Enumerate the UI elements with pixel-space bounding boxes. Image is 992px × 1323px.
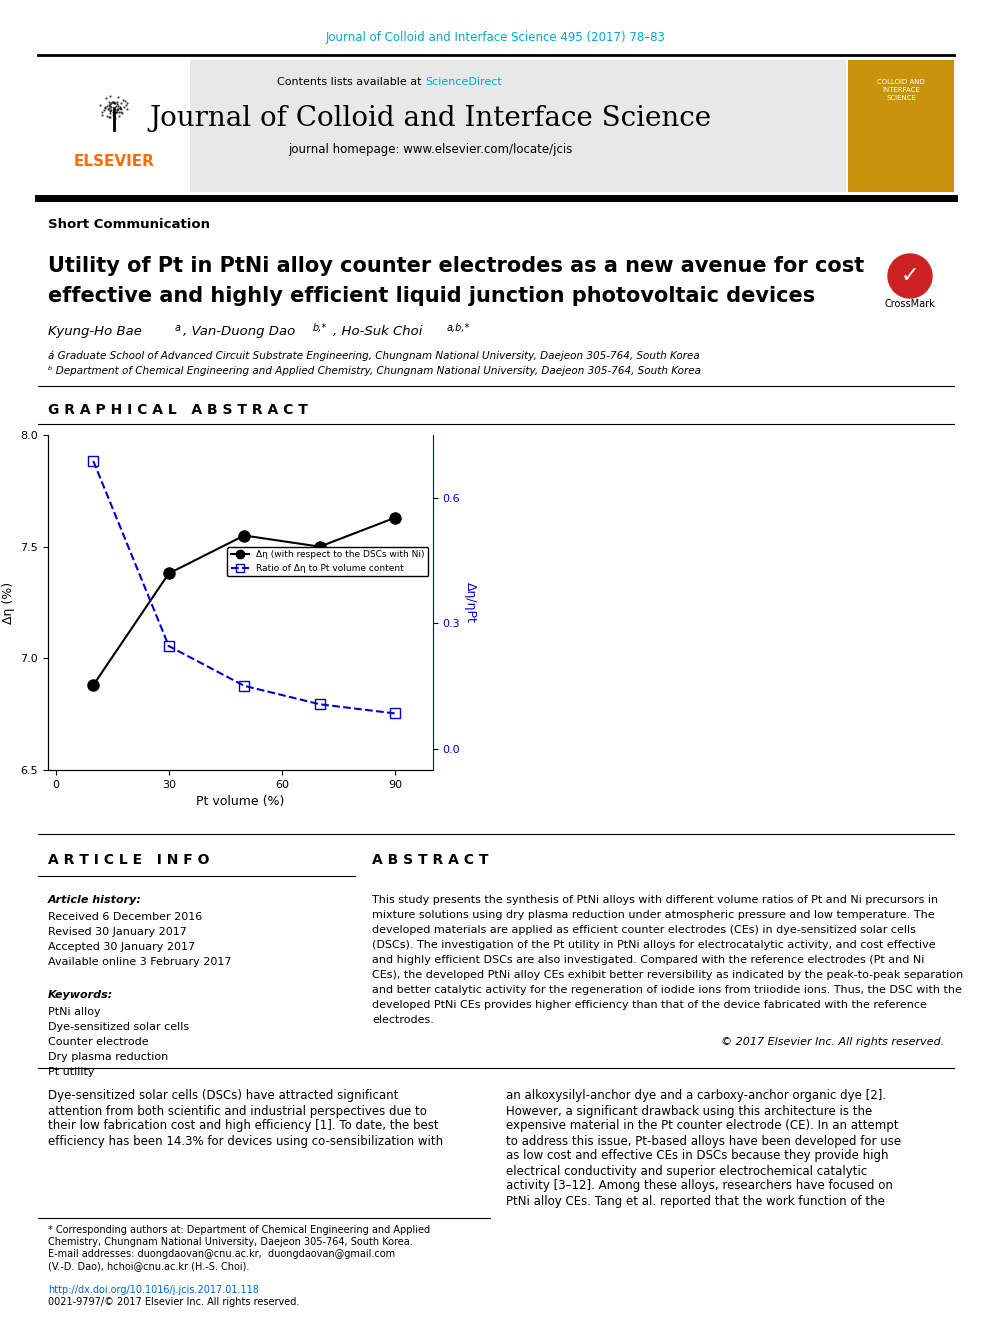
Text: their low fabrication cost and high efficiency [1]. To date, the best: their low fabrication cost and high effi… xyxy=(48,1119,438,1132)
Text: CrossMark: CrossMark xyxy=(885,299,935,310)
Text: and better catalytic activity for the regeneration of iodide ions from triiodide: and better catalytic activity for the re… xyxy=(372,986,962,995)
Bar xyxy=(38,60,190,192)
Text: electrodes.: electrodes. xyxy=(372,1015,434,1025)
Text: Contents lists available at: Contents lists available at xyxy=(277,77,425,87)
Text: ELSEVIER: ELSEVIER xyxy=(73,155,155,169)
Text: Article history:: Article history: xyxy=(48,894,142,905)
Text: Utility of Pt in PtNi alloy counter electrodes as a new avenue for cost: Utility of Pt in PtNi alloy counter elec… xyxy=(48,255,864,277)
Text: Pt utility: Pt utility xyxy=(48,1068,94,1077)
Text: ᵇ Department of Chemical Engineering and Applied Chemistry, Chungnam National Un: ᵇ Department of Chemical Engineering and… xyxy=(48,366,701,376)
Text: , Ho-Suk Choi: , Ho-Suk Choi xyxy=(333,325,427,339)
Text: CEs), the developed PtNi alloy CEs exhibit better reversibility as indicated by : CEs), the developed PtNi alloy CEs exhib… xyxy=(372,970,963,980)
Legend: Δη (with respect to the DSCs with Ni), Ratio of Δη to Pt volume content: Δη (with respect to the DSCs with Ni), R… xyxy=(227,546,429,577)
Text: Received 6 December 2016: Received 6 December 2016 xyxy=(48,912,202,922)
Text: © 2017 Elsevier Inc. All rights reserved.: © 2017 Elsevier Inc. All rights reserved… xyxy=(721,1037,944,1046)
Text: effective and highly efficient liquid junction photovoltaic devices: effective and highly efficient liquid ju… xyxy=(48,286,815,306)
Text: Revised 30 January 2017: Revised 30 January 2017 xyxy=(48,927,186,937)
Bar xyxy=(848,60,954,192)
Text: Accepted 30 January 2017: Accepted 30 January 2017 xyxy=(48,942,195,953)
Text: developed PtNi CEs provides higher efficiency than that of the device fabricated: developed PtNi CEs provides higher effic… xyxy=(372,1000,927,1009)
Text: G R A P H I C A L   A B S T R A C T: G R A P H I C A L A B S T R A C T xyxy=(48,404,308,417)
Text: Dye-sensitized solar cells (DSCs) have attracted significant: Dye-sensitized solar cells (DSCs) have a… xyxy=(48,1090,399,1102)
Text: ScienceDirect: ScienceDirect xyxy=(425,77,502,87)
Y-axis label: Δη (%): Δη (%) xyxy=(2,581,15,623)
Text: A R T I C L E   I N F O: A R T I C L E I N F O xyxy=(48,853,209,867)
Bar xyxy=(38,60,846,192)
Text: journal homepage: www.elsevier.com/locate/jcis: journal homepage: www.elsevier.com/locat… xyxy=(288,143,572,156)
Text: Journal of Colloid and Interface Science: Journal of Colloid and Interface Science xyxy=(149,105,711,131)
Text: b,*: b,* xyxy=(313,323,327,333)
Text: COLLOID AND
INTERFACE
SCIENCE: COLLOID AND INTERFACE SCIENCE xyxy=(877,79,925,101)
Text: * Corresponding authors at: Department of Chemical Engineering and Applied: * Corresponding authors at: Department o… xyxy=(48,1225,431,1234)
Y-axis label: Δη/ηPt: Δη/ηPt xyxy=(464,582,477,623)
Text: Journal of Colloid and Interface Science 495 (2017) 78–83: Journal of Colloid and Interface Science… xyxy=(326,32,666,45)
Text: mixture solutions using dry plasma reduction under atmospheric pressure and low : mixture solutions using dry plasma reduc… xyxy=(372,910,934,919)
Text: Available online 3 February 2017: Available online 3 February 2017 xyxy=(48,957,231,967)
Text: However, a significant drawback using this architecture is the: However, a significant drawback using th… xyxy=(506,1105,872,1118)
Text: PtNi alloy CEs. Tang et al. reported that the work function of the: PtNi alloy CEs. Tang et al. reported tha… xyxy=(506,1195,885,1208)
Text: (V.-D. Dao), hchoi@cnu.ac.kr (H.-S. Choi).: (V.-D. Dao), hchoi@cnu.ac.kr (H.-S. Choi… xyxy=(48,1261,249,1271)
Text: á Graduate School of Advanced Circuit Substrate Engineering, Chungnam National U: á Graduate School of Advanced Circuit Su… xyxy=(48,351,699,361)
Text: Counter electrode: Counter electrode xyxy=(48,1037,149,1046)
Text: 0021-9797/© 2017 Elsevier Inc. All rights reserved.: 0021-9797/© 2017 Elsevier Inc. All right… xyxy=(48,1297,300,1307)
Text: (DSCs). The investigation of the Pt utility in PtNi alloys for electrocatalytic : (DSCs). The investigation of the Pt util… xyxy=(372,941,935,950)
Text: Chemistry, Chungnam National University, Daejeon 305-764, South Korea.: Chemistry, Chungnam National University,… xyxy=(48,1237,413,1248)
Text: electrical conductivity and superior electrochemical catalytic: electrical conductivity and superior ele… xyxy=(506,1164,867,1177)
Text: Keywords:: Keywords: xyxy=(48,990,113,1000)
Text: a: a xyxy=(175,323,181,333)
X-axis label: Pt volume (%): Pt volume (%) xyxy=(196,795,285,808)
Text: a,b,*: a,b,* xyxy=(447,323,470,333)
Text: Kyung-Ho Bae: Kyung-Ho Bae xyxy=(48,325,146,339)
Text: E-mail addresses: duongdaovan@cnu.ac.kr,  duongdaovan@gmail.com: E-mail addresses: duongdaovan@cnu.ac.kr,… xyxy=(48,1249,395,1259)
Text: to address this issue, Pt-based alloys have been developed for use: to address this issue, Pt-based alloys h… xyxy=(506,1135,901,1147)
Text: PtNi alloy: PtNi alloy xyxy=(48,1007,100,1017)
Text: Dye-sensitized solar cells: Dye-sensitized solar cells xyxy=(48,1021,189,1032)
Text: Short Communication: Short Communication xyxy=(48,217,210,230)
Text: A B S T R A C T: A B S T R A C T xyxy=(372,853,488,867)
Text: http://dx.doi.org/10.1016/j.jcis.2017.01.118: http://dx.doi.org/10.1016/j.jcis.2017.01… xyxy=(48,1285,259,1295)
Text: , Van-Duong Dao: , Van-Duong Dao xyxy=(183,325,300,339)
Text: as low cost and effective CEs in DSCs because they provide high: as low cost and effective CEs in DSCs be… xyxy=(506,1150,889,1163)
Text: ✓: ✓ xyxy=(901,266,920,286)
Text: This study presents the synthesis of PtNi alloys with different volume ratios of: This study presents the synthesis of PtN… xyxy=(372,894,938,905)
Text: attention from both scientific and industrial perspectives due to: attention from both scientific and indus… xyxy=(48,1105,427,1118)
Text: and highly efficient DSCs are also investigated. Compared with the reference ele: and highly efficient DSCs are also inves… xyxy=(372,955,925,964)
Text: expensive material in the Pt counter electrode (CE). In an attempt: expensive material in the Pt counter ele… xyxy=(506,1119,899,1132)
Text: efficiency has been 14.3% for devices using co-sensibilization with: efficiency has been 14.3% for devices us… xyxy=(48,1135,443,1147)
Circle shape xyxy=(888,254,932,298)
Text: an alkoxysilyl-anchor dye and a carboxy-anchor organic dye [2].: an alkoxysilyl-anchor dye and a carboxy-… xyxy=(506,1090,886,1102)
Text: Dry plasma reduction: Dry plasma reduction xyxy=(48,1052,169,1062)
Text: developed materials are applied as efficient counter electrodes (CEs) in dye-sen: developed materials are applied as effic… xyxy=(372,925,916,935)
Text: activity [3–12]. Among these alloys, researchers have focused on: activity [3–12]. Among these alloys, res… xyxy=(506,1180,893,1192)
